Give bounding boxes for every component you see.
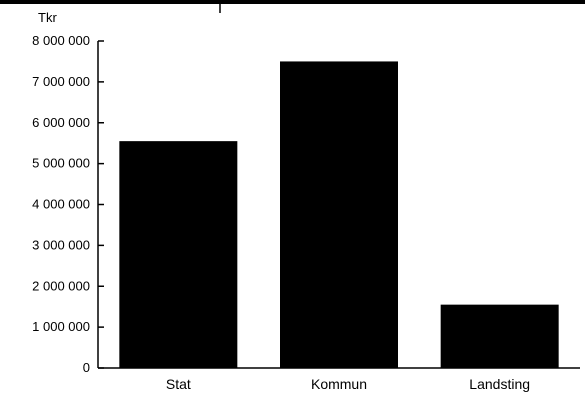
y-tick-label: 7 000 000 <box>32 74 90 89</box>
y-axis: 0 1 000 000 2 000 000 3 000 000 4 000 000 5 0… <box>32 33 580 375</box>
y-tick-label: 3 000 000 <box>32 237 90 252</box>
y-tick-label: 8 000 000 <box>32 33 90 48</box>
bar-landsting <box>440 304 559 368</box>
bars <box>119 61 559 368</box>
bar-stat <box>119 141 238 368</box>
y-tick-label: 2 000 000 <box>32 278 90 293</box>
y-tick-label: 4 000 000 <box>32 197 90 212</box>
y-tick-label: 5 000 000 <box>32 156 90 171</box>
x-tick-label: Kommun <box>311 376 367 392</box>
x-axis-labels: Stat Kommun Landsting <box>166 376 530 392</box>
top-frame-bar <box>0 0 585 4</box>
y-axis-unit-label: Tkr <box>38 10 57 25</box>
y-tick-label: 6 000 000 <box>32 115 90 130</box>
x-tick-label: Stat <box>166 376 191 392</box>
y-tick-label: 1 000 000 <box>32 319 90 334</box>
y-tick-label: 0 <box>83 360 90 375</box>
bar-kommun <box>280 61 398 368</box>
x-tick-label: Landsting <box>469 376 530 392</box>
